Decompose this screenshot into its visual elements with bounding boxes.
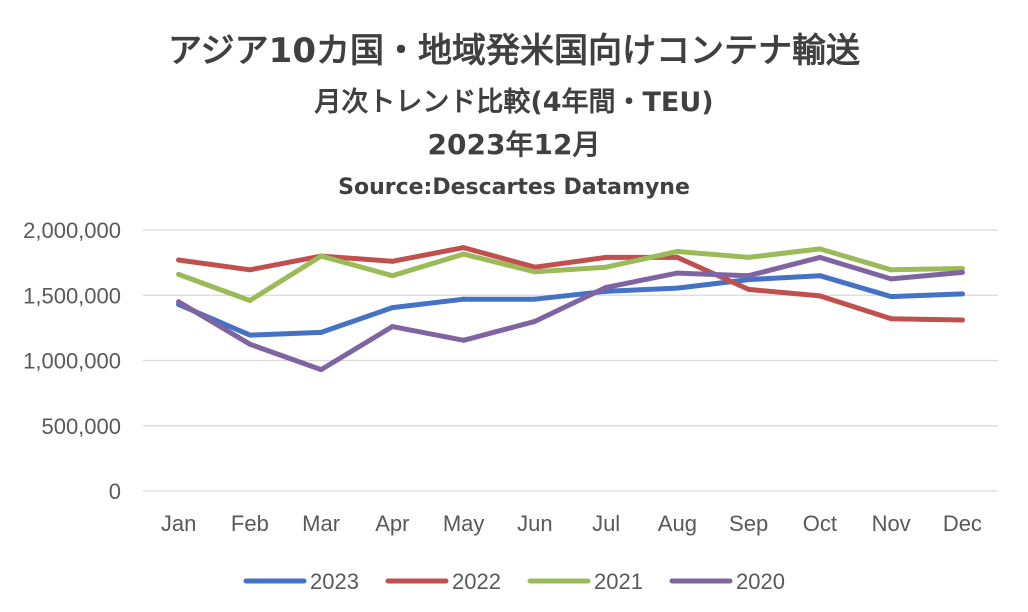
data-point-2022 (674, 254, 680, 260)
data-point-2022 (817, 293, 823, 299)
series-line-2022 (176, 245, 965, 323)
data-point-2020 (674, 270, 680, 276)
data-point-2022 (176, 257, 182, 263)
data-point-2020 (389, 324, 395, 330)
data-point-2021 (176, 271, 182, 277)
data-point-2020 (603, 284, 609, 290)
data-point-2021 (318, 253, 324, 259)
x-tick-label: Feb (231, 511, 269, 536)
data-point-2022 (888, 316, 894, 322)
data-point-2023 (746, 277, 752, 283)
data-point-2023 (532, 296, 538, 302)
data-point-2023 (389, 305, 395, 311)
data-point-2021 (674, 249, 680, 255)
data-point-2020 (888, 276, 894, 282)
x-tick-label: Oct (803, 511, 837, 536)
chart-subtitle: 月次トレンド比較(4年間・TEU) (313, 86, 713, 118)
x-tick-label: Dec (943, 511, 982, 536)
data-point-2021 (532, 269, 538, 275)
series-lines (176, 245, 965, 373)
chart-title: アジア10カ国・地域発米国向けコンテナ輸送 (168, 31, 860, 71)
x-tick-label: Jun (517, 511, 552, 536)
series-line-2023 (176, 273, 965, 338)
y-axis-tick-labels: 0 500,000 1,000,000 1,500,000 2,000,000 (23, 218, 121, 504)
legend-label-2023: 2023 (310, 569, 359, 594)
data-point-2022 (603, 254, 609, 260)
data-point-2021 (746, 254, 752, 260)
data-point-2022 (247, 267, 253, 273)
legend-label-2021: 2021 (594, 569, 643, 594)
x-tick-label: Aug (658, 511, 697, 536)
gridlines (143, 229, 998, 492)
x-tick-label: Nov (872, 511, 911, 536)
data-point-2020 (318, 367, 324, 373)
y-tick-label: 2,000,000 (23, 218, 121, 243)
chart-subtitle-date: 2023年12月 (428, 128, 601, 161)
x-tick-label: Jul (592, 511, 620, 536)
y-tick-label: 1,000,000 (23, 349, 121, 374)
legend: 2023 2022 2021 2020 (243, 569, 785, 594)
data-point-2022 (389, 258, 395, 264)
data-point-2023 (817, 273, 823, 279)
data-point-2023 (674, 285, 680, 291)
data-point-2023 (461, 296, 467, 302)
legend-label-2022: 2022 (452, 569, 501, 594)
data-point-2020 (746, 273, 752, 279)
data-point-2022 (746, 286, 752, 292)
data-point-2020 (817, 254, 823, 260)
legend-label-2020: 2020 (736, 569, 785, 594)
data-point-2021 (461, 251, 467, 257)
data-point-2020 (532, 318, 538, 324)
data-point-2022 (461, 245, 467, 251)
data-point-2020 (247, 341, 253, 347)
data-point-2023 (888, 294, 894, 300)
data-point-2021 (817, 246, 823, 252)
x-tick-label: Apr (375, 511, 409, 536)
data-point-2020 (176, 299, 182, 305)
data-point-2021 (888, 267, 894, 273)
data-point-2020 (461, 337, 467, 343)
data-point-2022 (959, 317, 965, 323)
data-point-2021 (247, 297, 253, 303)
chart-source: Source:Descartes Datamyne (338, 175, 690, 200)
series-line-2020 (176, 254, 965, 373)
series-line-2021 (176, 246, 965, 303)
y-tick-label: 0 (109, 479, 121, 504)
x-tick-label: May (443, 511, 485, 536)
data-point-2023 (247, 332, 253, 338)
y-tick-label: 500,000 (41, 414, 121, 439)
data-point-2023 (318, 329, 324, 335)
x-tick-label: Jan (161, 511, 196, 536)
data-point-2020 (959, 269, 965, 275)
data-point-2023 (959, 291, 965, 297)
x-axis-tick-labels: Jan Feb Mar Apr May Jun Jul Aug Sep Oct Nov Dec (161, 511, 982, 536)
data-point-2022 (532, 264, 538, 270)
x-tick-label: Sep (729, 511, 768, 536)
x-tick-label: Mar (302, 511, 340, 536)
data-point-2021 (389, 273, 395, 279)
y-tick-label: 1,500,000 (23, 283, 121, 308)
data-point-2021 (959, 265, 965, 271)
data-point-2021 (603, 264, 609, 270)
